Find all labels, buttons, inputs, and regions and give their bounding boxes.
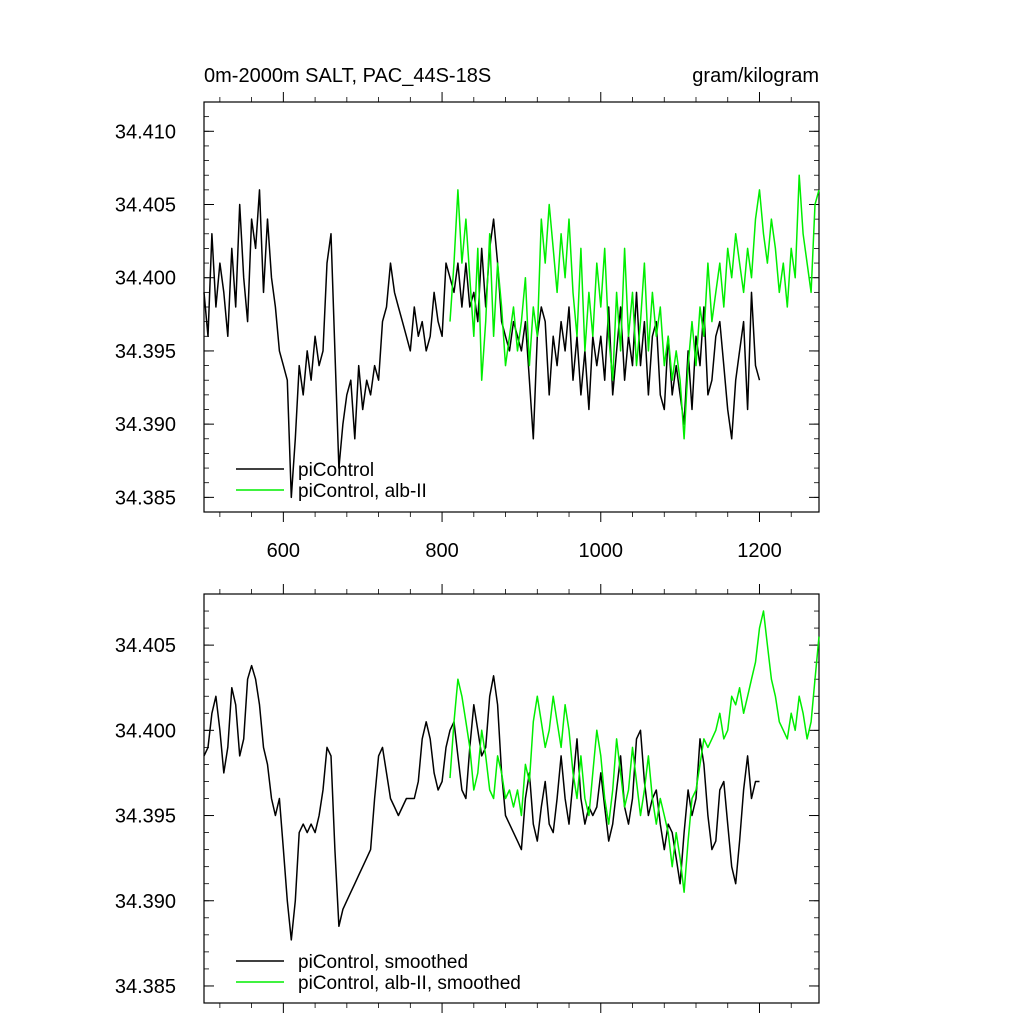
top-xtick-label: 800 (425, 540, 458, 562)
top-title-left: 0m-2000m SALT, PAC_44S-18S (204, 65, 491, 87)
bottom-series-line-1 (449, 610, 820, 893)
top-ytick-label: 34.385 (115, 487, 176, 509)
bottom-ytick-label: 34.395 (115, 806, 176, 828)
top-chart: 0m-2000m SALT, PAC_44S-18S gram/kilogram… (115, 65, 820, 562)
bottom-series-group (203, 610, 820, 941)
bottom-legend-label-1: piControl, alb-II, smoothed (298, 973, 521, 994)
top-xtick-label: 1200 (737, 540, 782, 562)
top-series-line-0 (203, 189, 761, 499)
bottom-legend-label-0: piControl, smoothed (298, 952, 468, 973)
bottom-ytick-label: 34.385 (115, 976, 176, 998)
top-ytick-label: 34.405 (115, 195, 176, 217)
bottom-ytick-label: 34.390 (115, 891, 176, 913)
bottom-ytick-label: 34.400 (115, 720, 176, 742)
top-ytick-label: 34.395 (115, 341, 176, 363)
top-xtick-label: 600 (267, 540, 300, 562)
bottom-ticks: 34.385 34.390 34.395 34.400 34.405 (115, 584, 819, 1013)
top-legend-label-1: piControl, alb-II (298, 481, 427, 502)
top-plot-frame (203, 101, 820, 513)
top-xtick-label: 1000 (579, 540, 624, 562)
top-ticks: 34.385 34.390 34.395 34.400 34.405 34.410 600 8… (115, 92, 819, 562)
top-series-line-1 (449, 174, 820, 440)
bottom-ytick-label: 34.405 (115, 635, 176, 657)
top-legend-label-0: piControl (298, 460, 374, 481)
bottom-legend: piControl, smoothed piControl, alb-II, s… (236, 952, 521, 994)
top-title-right: gram/kilogram (692, 65, 819, 87)
top-ytick-label: 34.390 (115, 414, 176, 436)
bottom-chart: 34.385 34.390 34.395 34.400 34.405 piControl… (115, 584, 820, 1013)
top-ytick-label: 34.400 (115, 268, 176, 290)
top-ytick-label: 34.410 (115, 121, 176, 143)
bottom-series-line-0 (203, 664, 760, 941)
top-legend: piControl piControl, alb-II (236, 460, 427, 502)
top-series-group (203, 174, 820, 499)
